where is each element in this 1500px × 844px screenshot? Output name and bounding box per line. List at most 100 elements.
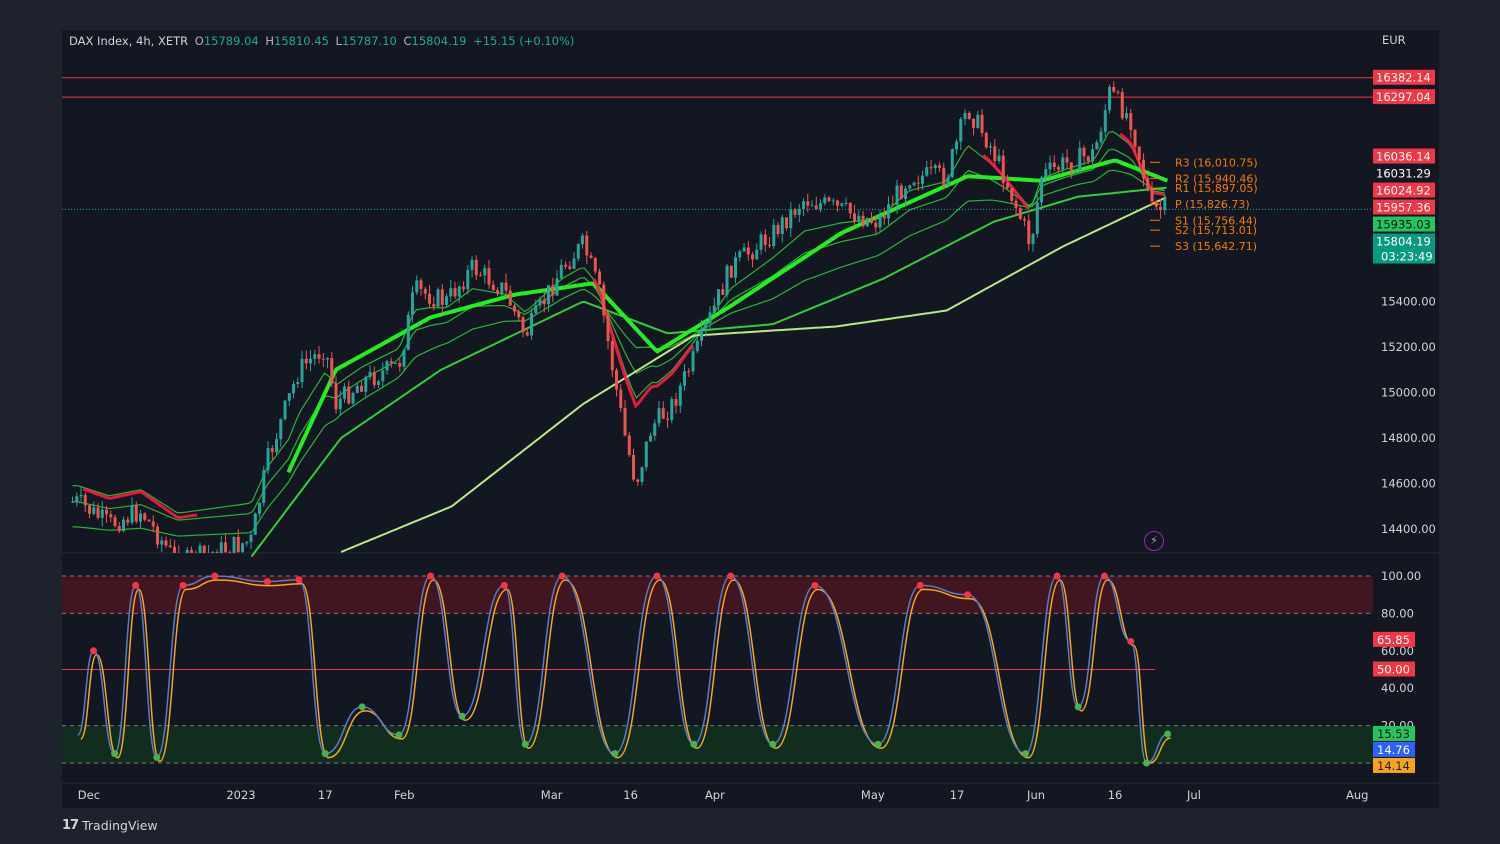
candle: [513, 305, 517, 312]
candle: [916, 182, 920, 184]
candle: [117, 526, 121, 532]
time-axis-tick: Feb: [394, 788, 414, 802]
stochastic-cross-marker: [321, 750, 329, 758]
candle: [113, 517, 117, 527]
candle: [780, 217, 784, 234]
candle: [151, 521, 155, 527]
candle: [88, 505, 92, 514]
candle: [496, 290, 500, 294]
candle: [1069, 162, 1073, 172]
pivot-label: S1 (15,756.44): [1175, 214, 1257, 227]
candle: [606, 315, 610, 342]
candle: [1108, 86, 1112, 111]
lightning-icon[interactable]: ⚡: [1144, 531, 1164, 551]
stochastic-cross-marker: [1100, 572, 1108, 580]
price-axis-label-text: 15804.19: [1376, 235, 1431, 249]
candle: [1001, 155, 1005, 184]
price-axis-label-text: 16297.04: [1376, 90, 1431, 104]
stochastic-cross-marker: [1074, 703, 1082, 711]
stochastic-cross-marker: [521, 740, 529, 748]
candle: [632, 454, 636, 480]
candle: [1074, 170, 1078, 172]
candle: [372, 371, 376, 385]
price-axis-label-text: 15957.36: [1376, 201, 1431, 215]
price-axis-tick: 15400.00: [1381, 294, 1436, 308]
stochastic-cross-marker: [295, 576, 303, 584]
candle: [959, 119, 963, 142]
candle: [585, 235, 589, 256]
change-value: +15.15 (+0.10%): [473, 34, 575, 48]
candle: [96, 507, 100, 518]
candle: [355, 385, 359, 393]
candle: [963, 112, 967, 120]
candle: [538, 299, 542, 306]
low-label: L: [335, 34, 342, 48]
currency-label: EUR: [1382, 33, 1406, 47]
candle: [649, 435, 653, 442]
candle: [75, 496, 79, 502]
tradingview-branding[interactable]: 17 TradingView: [62, 818, 158, 833]
time-axis-tick: 16: [1108, 788, 1123, 802]
candle: [79, 494, 83, 497]
candle: [122, 519, 126, 532]
candle: [479, 275, 483, 277]
candle: [368, 371, 372, 378]
stochastic-cross-marker: [769, 740, 777, 748]
candle: [411, 292, 415, 315]
candle: [381, 370, 385, 382]
candle: [581, 235, 585, 245]
candle: [666, 418, 670, 420]
stochastic-cross-marker: [874, 740, 882, 748]
candle: [653, 423, 657, 436]
price-axis-label: [1373, 199, 1435, 215]
ohlc-legend: DAX Index, 4h, XETR O15789.04 H15810.45 …: [69, 34, 577, 48]
candle: [691, 351, 695, 372]
stochastic-cross-marker: [153, 753, 161, 761]
candle: [211, 551, 215, 553]
candle: [576, 244, 580, 259]
candle: [674, 399, 678, 406]
time-axis-tick: Aug: [1346, 788, 1368, 802]
candle: [385, 361, 389, 371]
candle: [228, 552, 232, 553]
candle: [1014, 200, 1018, 208]
candles-group: [71, 81, 1167, 553]
candle: [751, 254, 755, 260]
candle: [1027, 220, 1031, 244]
candle: [895, 185, 899, 206]
candle: [1125, 113, 1129, 119]
bearish-ribbon-segment: [82, 487, 198, 520]
candle: [198, 545, 202, 553]
symbol-label[interactable]: DAX Index, 4h, XETR: [69, 34, 189, 48]
candle: [1061, 157, 1065, 170]
candle: [83, 494, 87, 506]
candle: [742, 247, 746, 252]
candle: [1065, 157, 1069, 163]
bearish-ribbon-segment: [982, 154, 1030, 210]
stochastic-axis-label-text: 50.00: [1377, 663, 1410, 677]
candle: [279, 419, 283, 440]
candle: [755, 249, 759, 260]
candle: [644, 441, 648, 468]
candle: [245, 541, 249, 544]
candle: [568, 266, 572, 269]
candle: [882, 215, 886, 219]
candle: [814, 205, 818, 209]
candle: [551, 285, 555, 296]
candle: [984, 133, 988, 148]
price-axis-label: [1373, 216, 1435, 232]
candle: [423, 288, 427, 294]
candle: [1095, 142, 1099, 150]
candle: [436, 289, 440, 307]
candle: [525, 332, 529, 336]
candle: [806, 201, 810, 206]
candle: [262, 470, 266, 504]
candle: [462, 286, 466, 290]
candle: [797, 208, 801, 215]
bearish-ribbon-segment: [592, 278, 695, 409]
candle: [504, 282, 508, 291]
candle: [292, 384, 296, 394]
candle: [491, 284, 495, 291]
